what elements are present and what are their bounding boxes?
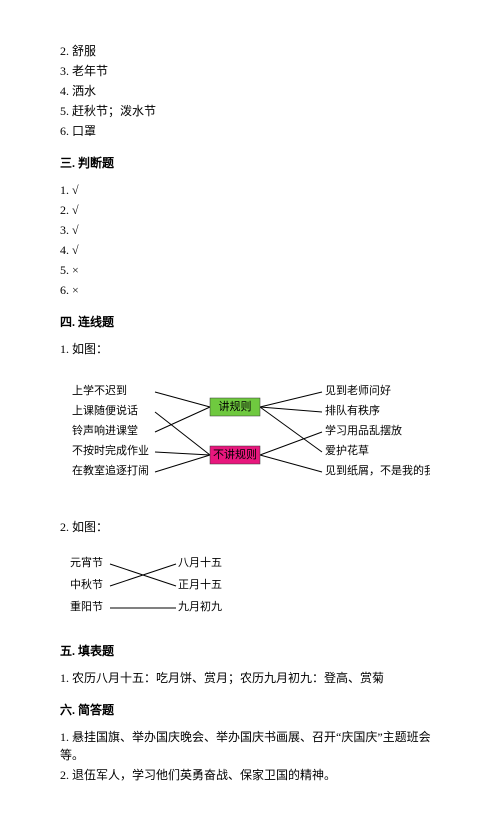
judge-item: 2. √ <box>60 201 440 219</box>
judge-item: 5. × <box>60 261 440 279</box>
judge-item: 1. √ <box>60 181 440 199</box>
svg-text:正月十五: 正月十五 <box>178 577 222 591</box>
svg-text:上课随便说话: 上课随便说话 <box>72 403 138 417</box>
section-3-title: 三. 判断题 <box>60 154 440 171</box>
svg-text:见到纸屑，不是我的我不捡: 见到纸屑，不是我的我不捡 <box>325 463 430 477</box>
judge-item: 6. × <box>60 281 440 299</box>
svg-text:不讲规则: 不讲规则 <box>213 447 257 461</box>
judge-item: 4. √ <box>60 241 440 259</box>
matching-diagram-2: 元宵节中秋节重阳节 八月十五正月十五九月初九 <box>60 548 440 628</box>
svg-text:排队有秩序: 排队有秩序 <box>325 403 380 417</box>
svg-text:元宵节: 元宵节 <box>70 555 103 569</box>
short-answer-item: 1. 悬挂国旗、举办国庆晚会、举办国庆书画展、召开“庆国庆”主题班会等。 <box>60 728 440 764</box>
answer-line: 6. 口罩 <box>60 122 440 140</box>
matching-1-label: 1. 如图： <box>60 340 440 358</box>
matching-svg-2: 元宵节中秋节重阳节 八月十五正月十五九月初九 <box>60 548 260 624</box>
answer-line: 3. 老年节 <box>60 62 440 80</box>
svg-text:重阳节: 重阳节 <box>70 599 103 613</box>
fill-table-item: 1. 农历八月十五：吃月饼、赏月；农历九月初九：登高、赏菊 <box>60 669 440 687</box>
matching-2-label: 2. 如图： <box>60 518 440 536</box>
svg-text:讲规则: 讲规则 <box>219 399 252 413</box>
svg-text:学习用品乱摆放: 学习用品乱摆放 <box>325 423 402 437</box>
svg-text:不按时完成作业: 不按时完成作业 <box>72 443 149 457</box>
svg-text:爱护花草: 爱护花草 <box>325 443 369 457</box>
judge-item: 3. √ <box>60 221 440 239</box>
section-3-items: 1. √ 2. √ 3. √ 4. √ 5. × 6. × <box>60 181 440 299</box>
section-6-title: 六. 简答题 <box>60 701 440 718</box>
svg-text:在教室追逐打闹: 在教室追逐打闹 <box>72 463 149 477</box>
answer-line: 5. 赶秋节；泼水节 <box>60 102 440 120</box>
svg-text:见到老师问好: 见到老师问好 <box>325 383 391 397</box>
svg-text:九月初九: 九月初九 <box>178 599 222 613</box>
short-answer-item: 2. 退伍军人，学习他们英勇奋战、保家卫国的精神。 <box>60 766 440 784</box>
answer-line: 2. 舒服 <box>60 42 440 60</box>
section-4-title: 四. 连线题 <box>60 313 440 330</box>
matching-diagram-1: 上学不迟到上课随便说话铃声响进课堂不按时完成作业在教室追逐打闹 见到老师问好排队有… <box>60 370 440 504</box>
document-page: 2. 舒服 3. 老年节 4. 洒水 5. 赶秋节；泼水节 6. 口罩 三. 判… <box>0 0 500 826</box>
svg-text:上学不迟到: 上学不迟到 <box>72 383 127 397</box>
section-5-title: 五. 填表题 <box>60 642 440 659</box>
answer-line: 4. 洒水 <box>60 82 440 100</box>
svg-text:中秋节: 中秋节 <box>70 577 103 591</box>
svg-text:八月十五: 八月十五 <box>178 555 222 569</box>
answers-block: 2. 舒服 3. 老年节 4. 洒水 5. 赶秋节；泼水节 6. 口罩 <box>60 42 440 140</box>
svg-text:铃声响进课堂: 铃声响进课堂 <box>72 423 138 437</box>
matching-svg-1: 上学不迟到上课随便说话铃声响进课堂不按时完成作业在教室追逐打闹 见到老师问好排队有… <box>60 370 430 500</box>
